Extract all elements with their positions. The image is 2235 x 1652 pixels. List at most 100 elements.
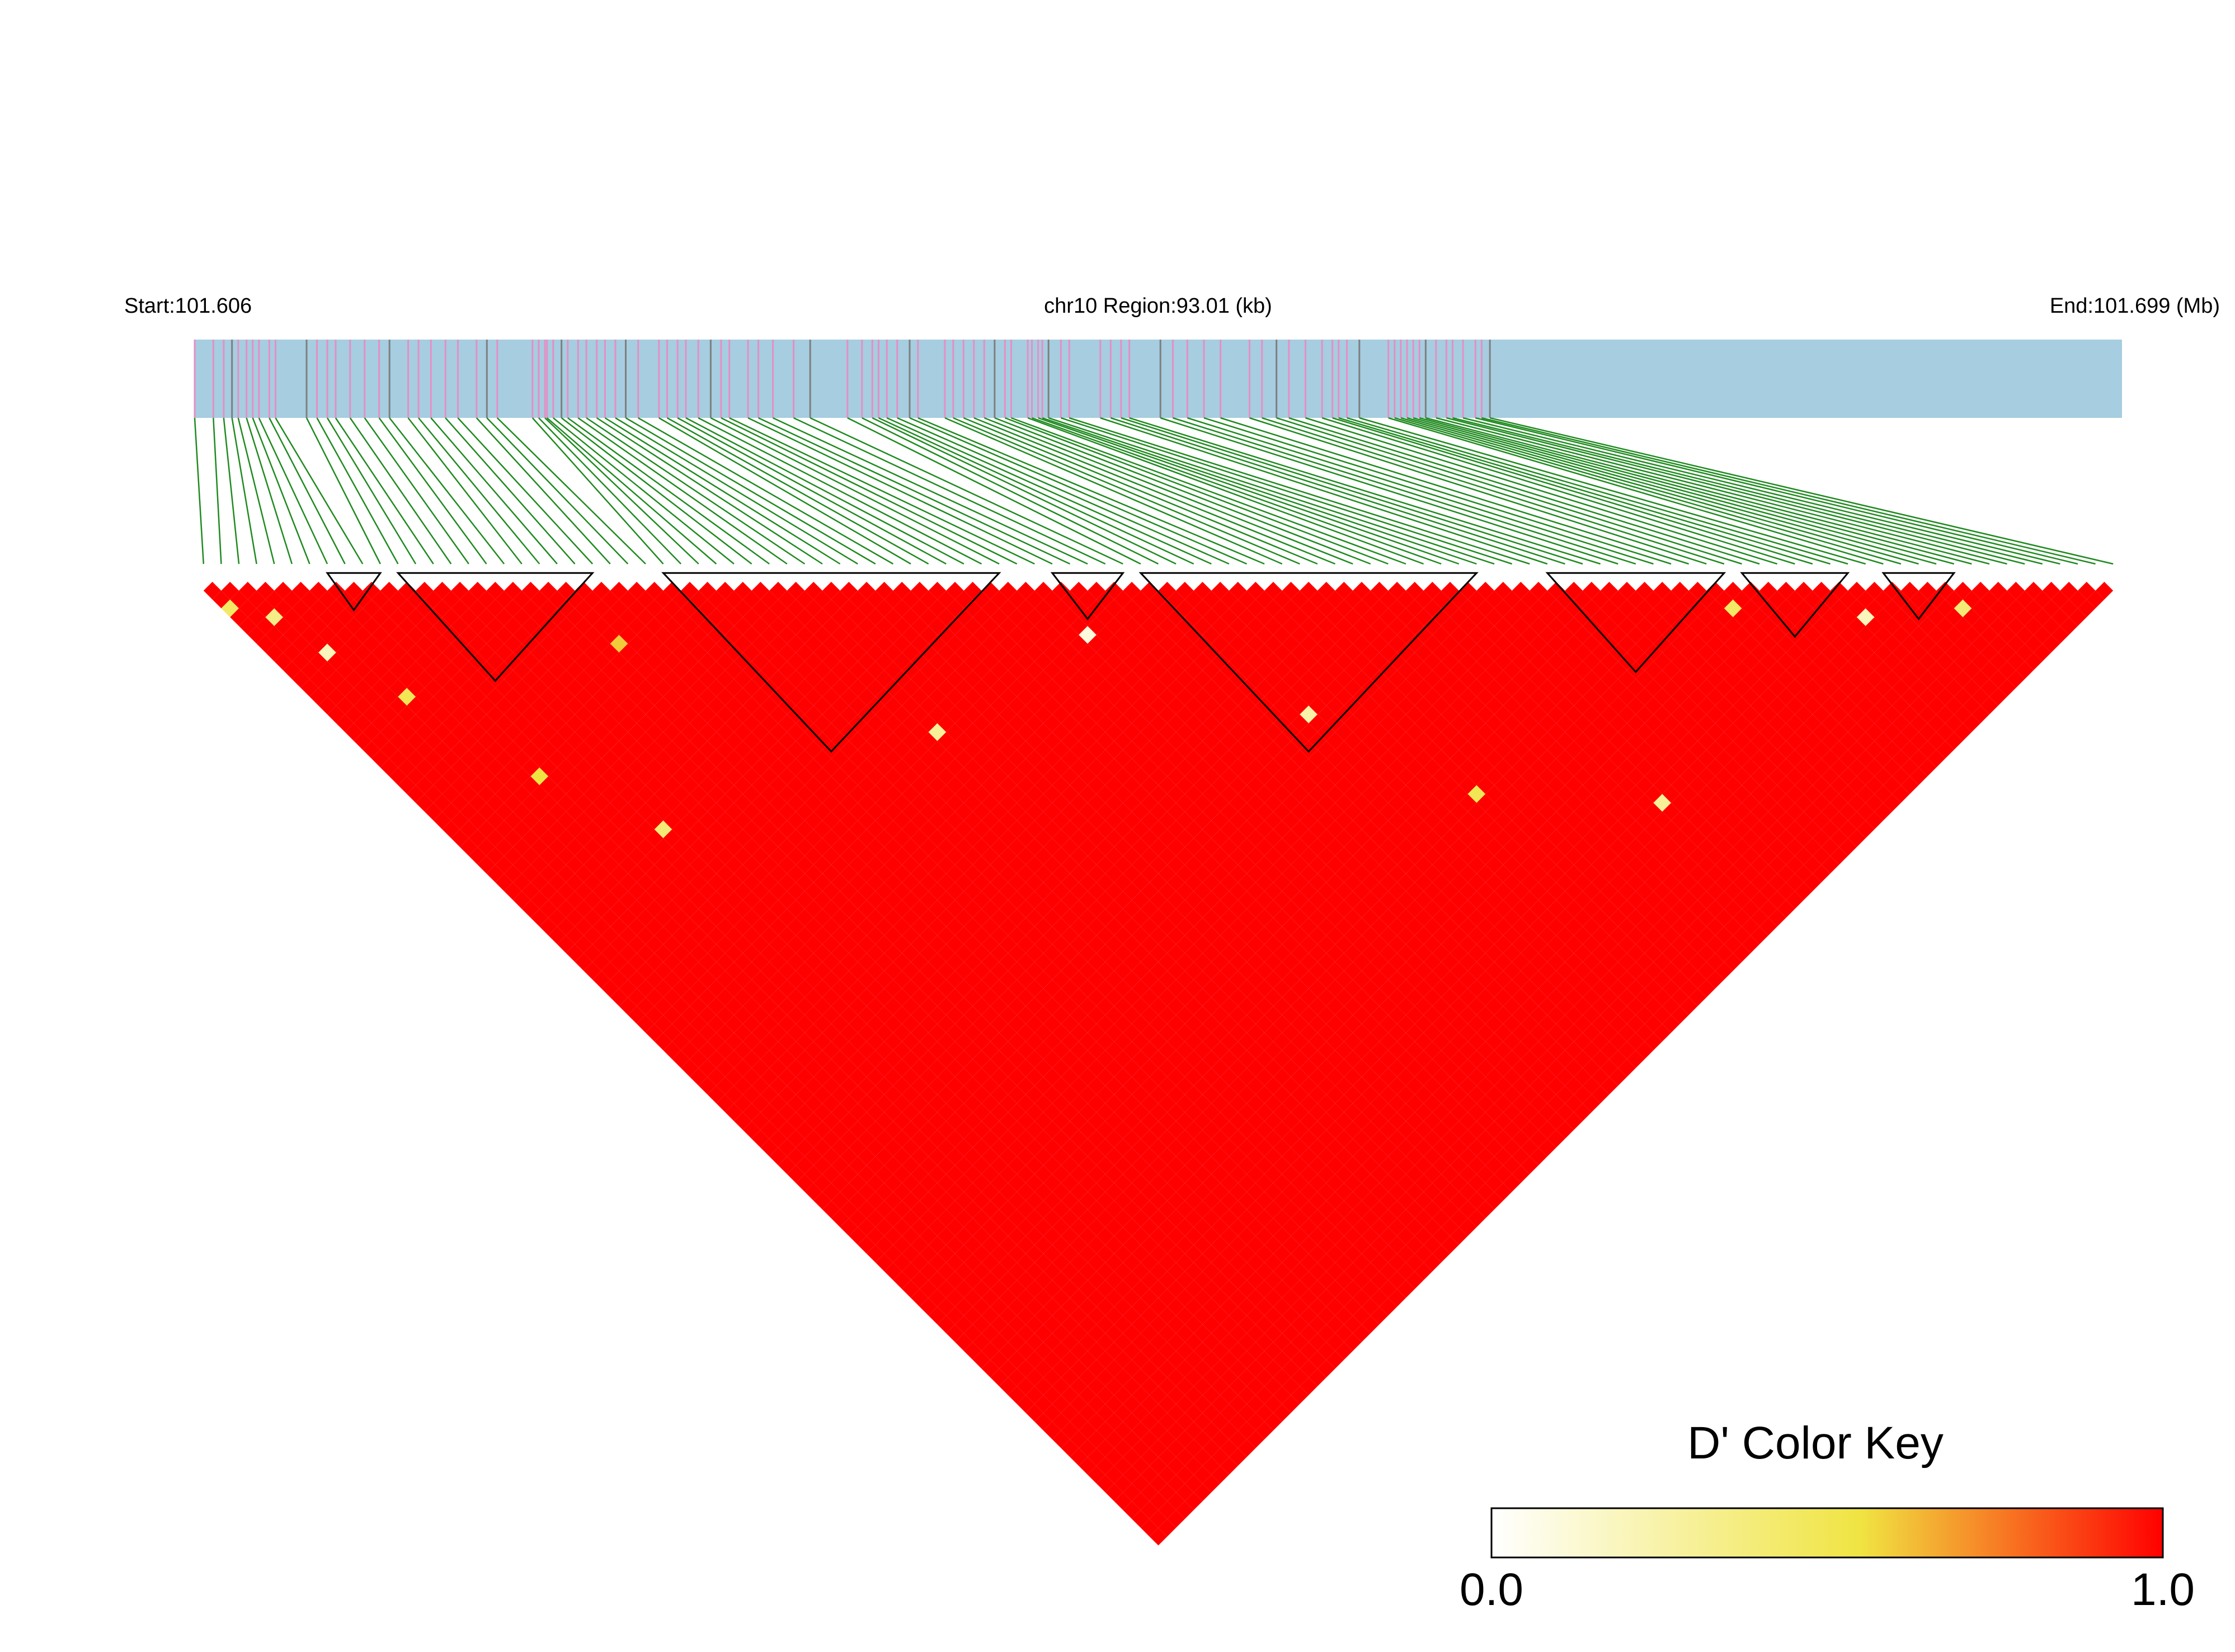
ld-cell (1202, 1475, 1221, 1493)
ld-cell (1114, 820, 1132, 839)
ld-cell (530, 855, 549, 874)
ld-cell (689, 803, 708, 821)
ld-cell (937, 608, 956, 627)
ld-cell (283, 590, 301, 609)
ld-cell (1326, 643, 1344, 662)
ld-cell (1202, 750, 1221, 768)
ld-cell (1202, 997, 1221, 1015)
ld-cell (1114, 873, 1132, 892)
ld-cell (1052, 1201, 1070, 1218)
ld-cell (1052, 1183, 1070, 1201)
ld-cell (937, 1050, 956, 1069)
ld-cell (468, 634, 487, 653)
ld-cell (1052, 1218, 1070, 1236)
snp-connector (1004, 417, 1389, 565)
ld-cell (1450, 820, 1468, 839)
ld-cell (495, 714, 513, 732)
ld-cell (813, 1156, 831, 1174)
ld-cell (1052, 971, 1070, 989)
ld-cell (433, 617, 451, 635)
ld-cell (407, 785, 425, 803)
ld-cell (689, 626, 708, 644)
snp-connector (1332, 417, 1813, 565)
ld-cell (1202, 1315, 1221, 1334)
ld-cell (407, 661, 425, 679)
ld-cell (937, 1103, 956, 1121)
ld-cell (990, 1245, 1008, 1263)
ld-cell (1114, 1103, 1132, 1121)
ld-cell (530, 891, 549, 909)
snp-connector (231, 417, 257, 564)
ld-cell (1052, 917, 1070, 936)
ld-cell (875, 1024, 893, 1042)
ld-cell (1052, 1147, 1070, 1165)
ld-cell (689, 785, 708, 803)
ld-cell (1450, 1156, 1468, 1174)
ld-cell (1326, 1068, 1344, 1086)
ld-cell (637, 944, 655, 962)
ld-cell (1326, 803, 1344, 821)
ld-cell (495, 873, 513, 892)
ld-cell (468, 705, 487, 723)
snp-connector (457, 417, 594, 564)
ld-cell (990, 855, 1008, 874)
ld-cell (637, 679, 655, 697)
ld-cell (575, 829, 593, 848)
ld-cell (265, 626, 284, 644)
ld-cell (990, 909, 1008, 927)
ld-cell (575, 759, 593, 776)
ld-cell (1114, 1227, 1132, 1245)
ld-cell (751, 652, 770, 671)
snp-connector (1276, 417, 1742, 565)
ld-cell (689, 909, 708, 927)
ld-cell (751, 1076, 770, 1095)
ld-cell (751, 847, 770, 865)
snp-connector (275, 417, 364, 564)
ld-cell (1052, 617, 1070, 635)
ld-cell (530, 626, 549, 644)
ld-cell (1052, 847, 1070, 865)
ld-cell (1202, 1439, 1221, 1457)
ld-cell (1326, 1121, 1344, 1139)
ld-cell (637, 980, 655, 997)
ld-cell (875, 1254, 893, 1272)
ld-cell (937, 891, 956, 909)
ld-cell (433, 759, 451, 776)
snp-connector (327, 417, 417, 564)
ld-cell (407, 608, 425, 627)
ld-cell (990, 1085, 1008, 1104)
snp-connector (973, 417, 1336, 565)
ld-cell (875, 935, 893, 953)
ld-cell (1450, 1085, 1468, 1104)
ld-cell (751, 882, 770, 900)
ld-cell (1565, 953, 1583, 971)
ld-cell (1326, 1015, 1344, 1033)
ld-cell (751, 741, 770, 759)
ld-cell (1202, 1174, 1221, 1192)
snp-connector (1305, 417, 1778, 565)
ld-cell (875, 723, 893, 741)
ld-cell (318, 643, 336, 662)
ld-cell (1326, 980, 1344, 997)
ld-heatmap-cells (203, 582, 2114, 1546)
snp-connector (994, 417, 1371, 565)
ld-cell (937, 855, 956, 874)
ld-cell (1202, 891, 1221, 909)
snp-connector (1475, 417, 2078, 565)
ld-cell (1114, 679, 1132, 697)
ld-cell (575, 811, 593, 830)
ld-cell (1450, 980, 1468, 997)
ld-cell (813, 803, 831, 821)
ld-cell (1114, 626, 1132, 644)
snp-connector (698, 417, 982, 565)
ld-cell (751, 670, 770, 688)
ld-cell (345, 634, 363, 653)
ld-cell (937, 714, 956, 732)
ld-cell (1052, 988, 1070, 1006)
ld-cell (875, 971, 893, 989)
ld-cell (937, 873, 956, 892)
ld-cell (1114, 1121, 1132, 1139)
ld-cell (813, 661, 831, 679)
ld-cell (1565, 988, 1583, 1006)
ld-cell (875, 741, 893, 759)
